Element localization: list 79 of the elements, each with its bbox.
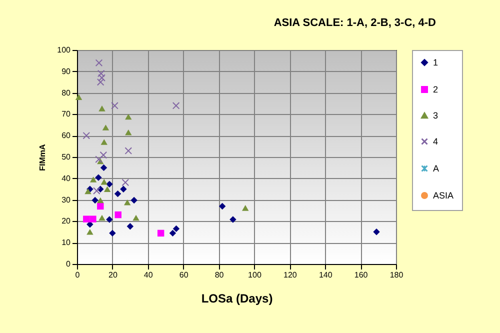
point xyxy=(106,180,113,188)
legend-label: 3 xyxy=(433,110,438,120)
y-tick-label: 50 xyxy=(62,152,72,162)
chart-title: ASIA SCALE: 1-A, 2-B, 3-C, 4-D xyxy=(274,17,436,29)
x-tick-label: 160 xyxy=(354,270,368,280)
point xyxy=(97,202,104,210)
y-tick-label: 40 xyxy=(62,174,72,183)
x-tick-label: 80 xyxy=(214,270,224,280)
point xyxy=(122,178,130,186)
point xyxy=(100,164,108,172)
x-tick-label: 0 xyxy=(75,270,80,280)
point xyxy=(84,188,92,194)
point xyxy=(230,216,236,223)
point xyxy=(125,114,132,120)
y-tick-label: 30 xyxy=(62,195,72,204)
point xyxy=(95,59,103,66)
point xyxy=(100,139,108,145)
point xyxy=(111,102,118,110)
y-tick-label: 20 xyxy=(62,216,72,226)
point xyxy=(86,228,94,235)
point xyxy=(96,78,104,86)
x-tick-label: 180 xyxy=(390,270,404,280)
point xyxy=(130,196,138,204)
y-axis-title: FIMmA xyxy=(38,144,48,171)
y-tick-label: 80 xyxy=(62,88,72,98)
legend-label: 2 xyxy=(433,84,438,94)
point xyxy=(114,211,122,218)
point xyxy=(242,205,249,211)
point xyxy=(95,174,102,181)
point xyxy=(83,216,90,222)
point xyxy=(90,216,96,222)
point xyxy=(100,151,108,159)
legend-label: 1 xyxy=(433,58,438,68)
y-tick-label: 0 xyxy=(66,260,72,268)
point xyxy=(373,228,380,236)
point xyxy=(109,230,116,237)
point xyxy=(218,202,226,210)
point xyxy=(98,214,106,221)
point xyxy=(75,94,82,100)
point xyxy=(82,132,90,140)
point xyxy=(97,197,104,204)
point xyxy=(92,196,98,204)
point xyxy=(157,230,164,237)
point xyxy=(93,187,100,194)
point xyxy=(120,186,127,192)
y-tick-label: 70 xyxy=(62,110,72,119)
legend-label: 4 xyxy=(433,136,438,146)
point xyxy=(95,156,102,164)
x-axis-title: LOSa (Days) xyxy=(201,292,273,306)
point xyxy=(125,129,132,136)
point xyxy=(106,216,113,223)
x-tick-label: 40 xyxy=(144,270,154,280)
point xyxy=(132,214,140,221)
x-tick-label: 120 xyxy=(283,270,298,280)
point xyxy=(97,70,105,78)
x-tick-label: 100 xyxy=(248,270,262,280)
legend-label: ASIA xyxy=(433,190,454,200)
y-tick-label: 10 xyxy=(62,238,72,248)
point xyxy=(172,102,180,110)
x-tick-label: 140 xyxy=(318,270,333,280)
point xyxy=(172,225,180,232)
point xyxy=(100,178,108,185)
point xyxy=(104,186,111,192)
legend-label: A xyxy=(433,164,440,174)
point xyxy=(169,230,176,237)
point xyxy=(124,199,131,206)
x-tick-label: 60 xyxy=(179,270,189,280)
point xyxy=(124,147,132,154)
x-tick-label: 20 xyxy=(108,270,118,280)
y-tick-label: 90 xyxy=(62,66,72,76)
point xyxy=(90,176,97,182)
y-tick-label: 60 xyxy=(62,131,72,140)
point xyxy=(86,221,94,228)
point xyxy=(114,190,122,198)
point xyxy=(126,222,134,230)
y-tick-label: 100 xyxy=(57,46,72,54)
point xyxy=(102,124,110,130)
point xyxy=(98,106,106,112)
point xyxy=(98,74,106,82)
